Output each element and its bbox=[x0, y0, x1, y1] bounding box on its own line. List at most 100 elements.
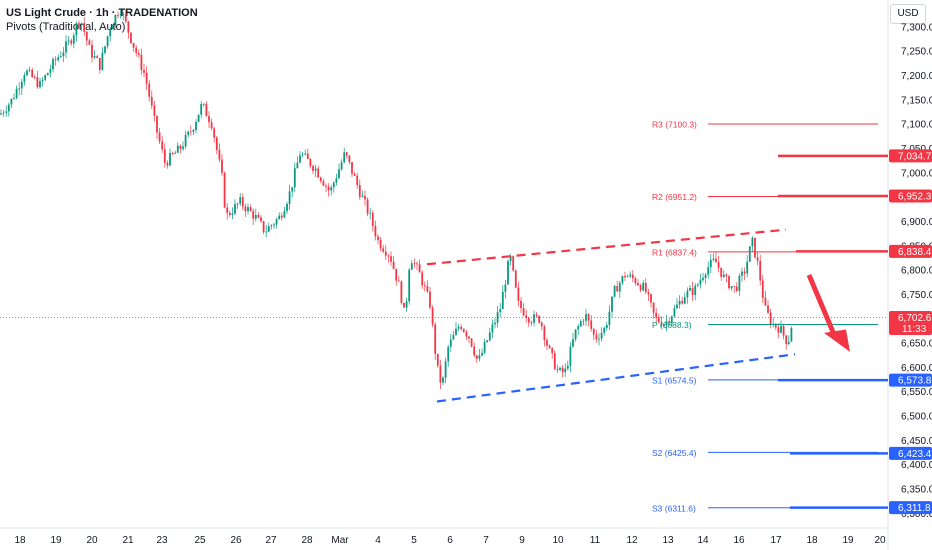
candle-body bbox=[553, 353, 556, 370]
candle-body bbox=[756, 257, 759, 261]
candle-body bbox=[244, 206, 247, 212]
candle-body bbox=[390, 256, 392, 262]
candle-body bbox=[156, 115, 158, 133]
candle-body bbox=[449, 339, 452, 347]
candle-body bbox=[161, 141, 164, 150]
candle-body bbox=[631, 274, 634, 279]
candle-body bbox=[130, 32, 132, 43]
indicator-legend[interactable]: Pivots (Traditional, Auto) bbox=[6, 21, 126, 33]
x-tick-label: 19 bbox=[842, 535, 854, 546]
candle-body bbox=[377, 236, 379, 240]
candle-body bbox=[7, 104, 10, 112]
candle-body bbox=[574, 329, 577, 340]
candle-body bbox=[408, 269, 411, 302]
forecast-arrow-shaft bbox=[806, 273, 837, 336]
price-axis[interactable]: 7,300.000 7,250.000 7,200.000 7,150.000 7,10… bbox=[901, 22, 932, 520]
price-tag-label: 6,952.3 bbox=[898, 191, 932, 202]
candle-body bbox=[470, 338, 473, 347]
candle-body bbox=[481, 352, 483, 356]
candle-body bbox=[184, 134, 187, 147]
candle-body bbox=[117, 14, 119, 16]
candle-body bbox=[327, 186, 330, 191]
forecast-arrow[interactable] bbox=[806, 273, 850, 352]
candle-body bbox=[83, 23, 86, 32]
y-tick-label: 6,800.000 bbox=[901, 266, 932, 277]
candle-body bbox=[462, 329, 465, 332]
candle-body bbox=[109, 29, 112, 37]
time-axis[interactable]: 18 19 20 21 23 25 26 27 28 Mar 4 5 6 7 9 10 11 12 13 14 16 17… bbox=[14, 535, 886, 546]
candle-body bbox=[371, 212, 374, 226]
candle-body bbox=[265, 231, 268, 233]
candle-body bbox=[436, 353, 439, 366]
candle-body bbox=[202, 103, 205, 105]
candle-body bbox=[561, 367, 564, 373]
candle-body bbox=[291, 187, 294, 192]
candle-body bbox=[317, 168, 320, 178]
candle-body bbox=[577, 326, 580, 330]
candle-body bbox=[36, 77, 39, 88]
channel-lines[interactable] bbox=[426, 228, 796, 403]
countdown-label: 11:33 bbox=[902, 324, 927, 335]
candle-body bbox=[340, 162, 343, 170]
candle-body bbox=[676, 304, 678, 309]
candle-body bbox=[257, 215, 260, 218]
candle-body bbox=[166, 162, 169, 166]
candle-body bbox=[226, 207, 229, 213]
candle-body bbox=[78, 23, 80, 25]
candle-body bbox=[527, 318, 530, 323]
y-tick-label: 6,550.000 bbox=[901, 387, 932, 398]
grid bbox=[0, 0, 889, 550]
candle-body bbox=[234, 204, 236, 214]
candle-body bbox=[0, 113, 2, 115]
candle-body bbox=[543, 326, 546, 341]
candle-body bbox=[5, 111, 8, 113]
pivot-label-s3: S3 (6311.6) bbox=[652, 503, 696, 513]
candle-body bbox=[13, 98, 15, 99]
channel-top-line bbox=[426, 228, 787, 266]
candle-body bbox=[247, 207, 249, 212]
candle-body bbox=[267, 226, 270, 232]
candle-body bbox=[546, 340, 548, 346]
candle-body bbox=[124, 13, 127, 22]
x-tick-label: 23 bbox=[156, 535, 168, 546]
candle-body bbox=[241, 197, 244, 207]
candle-body bbox=[512, 256, 515, 271]
candle-body bbox=[176, 145, 179, 153]
x-tick-label: 20 bbox=[86, 535, 98, 546]
x-tick-label: 19 bbox=[50, 535, 62, 546]
candle-body bbox=[104, 46, 106, 53]
pivot-label-r3: R3 (7100.3) bbox=[652, 119, 697, 129]
candle-body bbox=[626, 276, 629, 278]
candle-body bbox=[91, 44, 93, 58]
candle-body bbox=[754, 237, 756, 258]
pivot-label-r2: R2 (6951.2) bbox=[652, 192, 697, 202]
candle-body bbox=[314, 168, 317, 171]
candle-body bbox=[611, 296, 613, 312]
candle-body bbox=[70, 40, 73, 44]
candle-body bbox=[657, 317, 660, 323]
candle-body bbox=[158, 132, 161, 142]
candle-body bbox=[345, 152, 348, 156]
y-tick-label: 7,200.000 bbox=[901, 71, 932, 82]
candle-body bbox=[85, 31, 88, 41]
x-tick-label: 11 bbox=[590, 535, 601, 546]
x-tick-label: 16 bbox=[733, 535, 745, 546]
x-tick-label: 25 bbox=[194, 535, 206, 546]
candle-body bbox=[522, 308, 525, 316]
candle-body bbox=[410, 263, 413, 270]
candle-body bbox=[455, 328, 457, 335]
candle-body bbox=[309, 158, 312, 167]
candle-body bbox=[668, 321, 671, 323]
candle-body bbox=[507, 261, 509, 285]
candle-body bbox=[709, 259, 712, 268]
candle-body bbox=[540, 322, 543, 327]
candle-body bbox=[111, 25, 114, 30]
currency-button[interactable]: USD bbox=[890, 4, 926, 24]
candle-body bbox=[358, 184, 361, 197]
candle-body bbox=[434, 324, 437, 354]
candle-body bbox=[426, 286, 429, 292]
candle-body bbox=[488, 332, 491, 341]
candle-body bbox=[616, 286, 619, 292]
candle-body bbox=[686, 290, 689, 298]
